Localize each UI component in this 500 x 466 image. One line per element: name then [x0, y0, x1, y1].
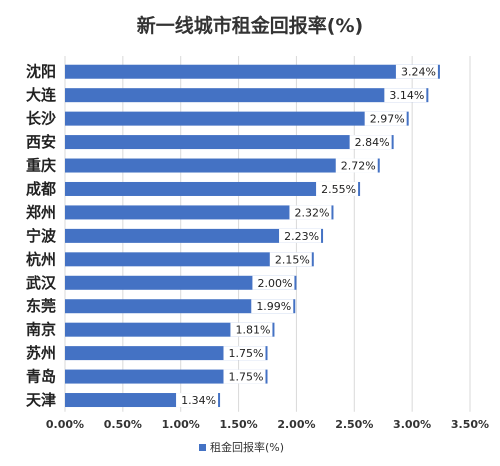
data-label: 2.55% [321, 183, 356, 196]
data-label: 1.34% [181, 394, 216, 407]
category-label: 郑州 [26, 203, 56, 221]
data-label-background [364, 111, 407, 126]
category-label: 青岛 [26, 368, 56, 386]
category-label: 成都 [26, 180, 56, 198]
category-label: 南京 [26, 321, 56, 339]
data-label-background [335, 158, 378, 173]
x-tick-label: 1.00% [162, 418, 200, 431]
category-label: 苏州 [26, 344, 56, 362]
data-label-background [176, 393, 219, 408]
category-label: 东莞 [26, 297, 56, 315]
data-label-background [269, 252, 312, 267]
data-label-background [223, 369, 266, 384]
bar [65, 64, 440, 79]
data-label: 2.32% [295, 206, 330, 219]
data-label-background [223, 346, 266, 361]
x-tick-label: 0.00% [46, 418, 84, 431]
category-label: 长沙 [26, 110, 56, 128]
data-label-background [230, 322, 273, 337]
category-label: 杭州 [26, 250, 56, 268]
x-axis-ticks: 0.00% 0.50% 1.00% 1.50% 2.00% 2.50% 3.00% 3.50% [46, 418, 489, 431]
x-tick-label: 3.50% [451, 418, 489, 431]
data-label-background [384, 88, 427, 103]
data-label: 2.23% [284, 230, 319, 243]
data-label: 3.24% [401, 66, 436, 79]
bar [65, 181, 361, 196]
data-label: 2.72% [341, 160, 376, 173]
data-labels: 3.24% 3.14% 2.97% 2.84% 2.72% 2.55% 2.32% 2.23%… [176, 64, 438, 408]
bars [65, 64, 440, 408]
bar [65, 228, 324, 243]
bar [65, 369, 268, 384]
data-label: 1.81% [235, 324, 270, 337]
data-label-background [279, 228, 322, 243]
category-label: 西安 [26, 133, 56, 151]
data-label-background [251, 299, 294, 314]
bar [65, 205, 334, 220]
category-label: 宁波 [26, 227, 57, 245]
bar [65, 252, 314, 267]
data-label: 2.84% [355, 136, 390, 149]
data-label-background [349, 135, 392, 150]
bar [65, 322, 275, 337]
category-label: 武汉 [26, 274, 57, 292]
data-label: 2.15% [275, 253, 310, 266]
category-label: 沈阳 [26, 63, 56, 81]
chart-title: 新一线城市租金回报率(%) [137, 14, 363, 37]
x-tick-label: 2.00% [277, 418, 315, 431]
bar [65, 346, 268, 361]
data-label-background [252, 275, 295, 290]
data-label: 1.75% [229, 371, 264, 384]
bar [65, 88, 429, 103]
x-tick-label: 1.50% [219, 418, 257, 431]
legend-swatch [199, 444, 206, 451]
bar [65, 135, 394, 150]
data-label: 2.97% [370, 113, 405, 126]
data-label: 1.99% [256, 300, 291, 313]
data-label: 2.00% [257, 277, 292, 290]
bar [65, 111, 409, 126]
data-label-background [316, 181, 359, 196]
bar [65, 275, 297, 290]
data-label: 1.75% [229, 347, 264, 360]
bar [65, 158, 380, 173]
legend-label: 租金回报率(%) [210, 440, 284, 454]
bar [65, 299, 296, 314]
category-label: 天津 [26, 391, 56, 409]
category-label: 大连 [26, 86, 57, 104]
category-label: 重庆 [26, 157, 56, 175]
x-tick-label: 0.50% [104, 418, 142, 431]
x-tick-label: 2.50% [335, 418, 373, 431]
legend: 租金回报率(%) [199, 440, 284, 454]
data-label: 3.14% [389, 89, 424, 102]
x-tick-label: 3.00% [393, 418, 431, 431]
data-label-background [395, 64, 438, 79]
data-label-background [289, 205, 332, 220]
